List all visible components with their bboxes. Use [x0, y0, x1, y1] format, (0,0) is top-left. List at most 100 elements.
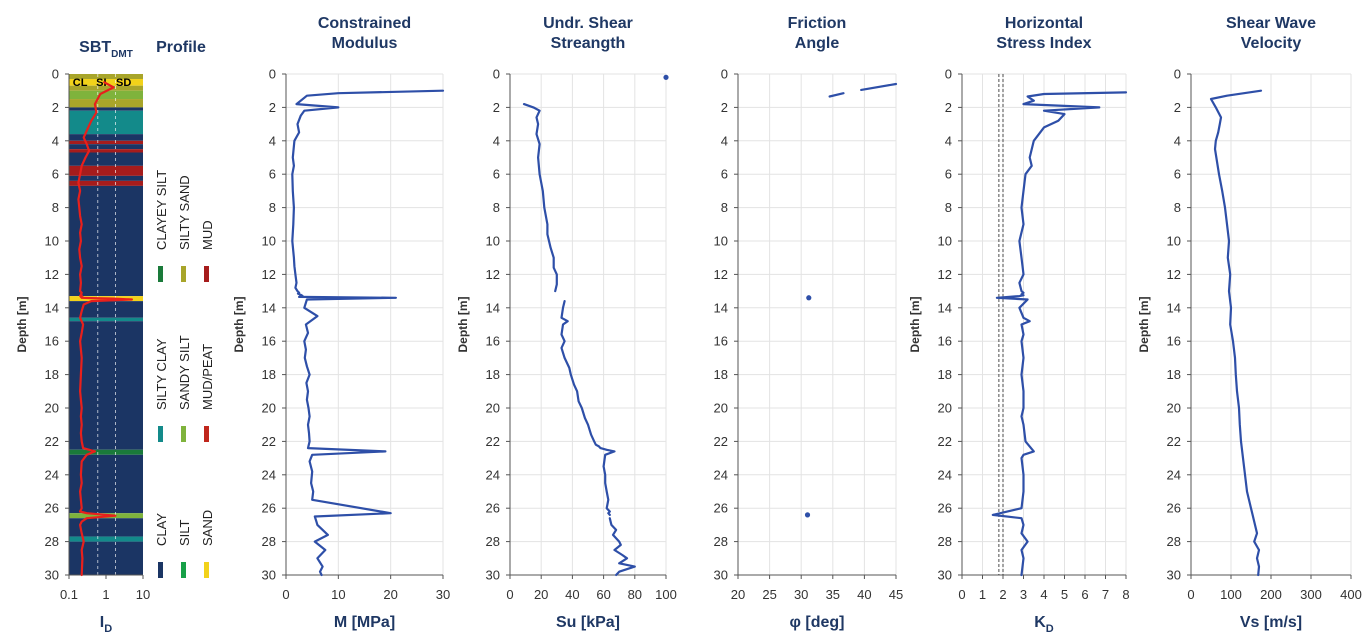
- y-tick-label: 22: [486, 434, 500, 449]
- y-tick-label: 14: [938, 300, 952, 315]
- y-tick-label: 30: [938, 568, 952, 583]
- y-tick-label: 22: [262, 434, 276, 449]
- data-point: [805, 512, 810, 517]
- chart-title: Angle: [795, 35, 840, 52]
- y-tick-label: 2: [1174, 100, 1181, 115]
- y-tick-label: 20: [262, 401, 276, 416]
- y-tick-label: 10: [714, 234, 728, 249]
- y-tick-label: 26: [45, 501, 59, 516]
- legend-label: MUD: [200, 220, 215, 250]
- legend-swatch: [158, 266, 163, 282]
- y-axis-label: Depth [m]: [908, 297, 922, 353]
- chart-title: Streangth: [551, 35, 626, 52]
- y-tick-label: 0: [1174, 67, 1181, 82]
- y-tick-label: 18: [938, 367, 952, 382]
- chart-title-subscript: DMT: [111, 49, 133, 60]
- chart-title: SBTDMT: [79, 39, 133, 60]
- legend-label: SILT: [177, 519, 192, 546]
- y-tick-label: 4: [1174, 133, 1181, 148]
- chart-title: Undr. Shear: [543, 15, 633, 32]
- y-tick-label: 16: [714, 334, 728, 349]
- legend-swatch: [158, 426, 163, 442]
- y-tick-label: 4: [52, 133, 59, 148]
- x-tick-label: 0.1: [60, 587, 78, 602]
- chart-kd: 0246810121416182022242628300 1 2 3 4 5 6 7 8Hori…: [908, 15, 1130, 635]
- y-tick-label: 14: [714, 300, 728, 315]
- y-axis-label: Depth [m]: [456, 297, 470, 353]
- y-tick-label: 12: [45, 267, 59, 282]
- x-tick-label: 80: [628, 587, 642, 602]
- soil-layer: [69, 450, 143, 455]
- legend-label: SANDY SILT: [177, 335, 192, 410]
- y-tick-label: 4: [945, 133, 952, 148]
- series-line: [830, 93, 844, 96]
- x-tick-label: 45: [889, 587, 903, 602]
- x-tick-label: 0: [1187, 587, 1194, 602]
- y-tick-label: 24: [1167, 467, 1181, 482]
- y-tick-label: 30: [1167, 568, 1181, 583]
- legend-label: MUD/PEAT: [200, 344, 215, 410]
- x-tick-label: 200: [1260, 587, 1282, 602]
- y-tick-label: 26: [938, 501, 952, 516]
- x-tick-label: 0: [506, 587, 513, 602]
- y-tick-label: 20: [1167, 401, 1181, 416]
- y-tick-label: 8: [721, 200, 728, 215]
- chart-title: Stress Index: [996, 35, 1091, 52]
- y-tick-label: 12: [1167, 267, 1181, 282]
- y-tick-label: 24: [45, 467, 59, 482]
- y-tick-label: 30: [45, 568, 59, 583]
- x-tick-label: 100: [1220, 587, 1242, 602]
- y-tick-label: 6: [945, 167, 952, 182]
- x-tick-label: 100: [655, 587, 677, 602]
- sbt-class-label: SD: [116, 77, 131, 89]
- soil-layer: [69, 455, 143, 513]
- y-tick-label: 18: [45, 367, 59, 382]
- x-tick-label: 1: [102, 587, 109, 602]
- y-tick-label: 2: [945, 100, 952, 115]
- y-tick-label: 28: [938, 534, 952, 549]
- y-tick-label: 24: [262, 467, 276, 482]
- y-tick-label: 8: [945, 200, 952, 215]
- x-axis-label: KD: [1034, 614, 1054, 635]
- y-tick-label: 0: [945, 67, 952, 82]
- series-line: [1211, 91, 1261, 575]
- x-tick-label: 4: [1040, 587, 1047, 602]
- sbt-class-label: CL: [73, 77, 88, 89]
- y-tick-label: 18: [714, 367, 728, 382]
- y-tick-label: 28: [45, 534, 59, 549]
- series-line: [292, 91, 443, 575]
- chart-title: Constrained: [318, 15, 411, 32]
- x-axis-label-main: K: [1034, 614, 1046, 631]
- y-tick-label: 18: [1167, 367, 1181, 382]
- y-tick-label: 16: [45, 334, 59, 349]
- y-tick-label: 12: [486, 267, 500, 282]
- chart-title-profile: Profile: [156, 39, 206, 56]
- chart-title: Shear Wave: [1226, 15, 1316, 32]
- x-tick-label: 300: [1300, 587, 1322, 602]
- y-tick-label: 10: [262, 234, 276, 249]
- x-tick-label: 30: [794, 587, 808, 602]
- chart-sbt-profile: 0246810121416182022242628300.1 1 10CL SI SDS…: [15, 39, 215, 635]
- y-tick-label: 6: [721, 167, 728, 182]
- y-tick-label: 20: [714, 401, 728, 416]
- y-tick-label: 20: [486, 401, 500, 416]
- legend-swatch: [181, 426, 186, 442]
- chart-title: Horizontal: [1005, 15, 1083, 32]
- x-tick-label: 0: [282, 587, 289, 602]
- soil-layer: [69, 542, 143, 575]
- y-tick-label: 18: [486, 367, 500, 382]
- y-tick-label: 10: [486, 234, 500, 249]
- legend-swatch: [181, 266, 186, 282]
- x-tick-label: 20: [534, 587, 548, 602]
- y-tick-label: 8: [493, 200, 500, 215]
- y-tick-label: 4: [721, 133, 728, 148]
- x-axis-label-subscript: D: [104, 623, 112, 635]
- soil-layer: [69, 144, 143, 149]
- legend-label: SAND: [200, 510, 215, 546]
- y-tick-label: 2: [269, 100, 276, 115]
- y-tick-label: 0: [493, 67, 500, 82]
- y-tick-label: 30: [714, 568, 728, 583]
- y-tick-label: 26: [1167, 501, 1181, 516]
- y-tick-label: 4: [493, 133, 500, 148]
- y-tick-label: 12: [714, 267, 728, 282]
